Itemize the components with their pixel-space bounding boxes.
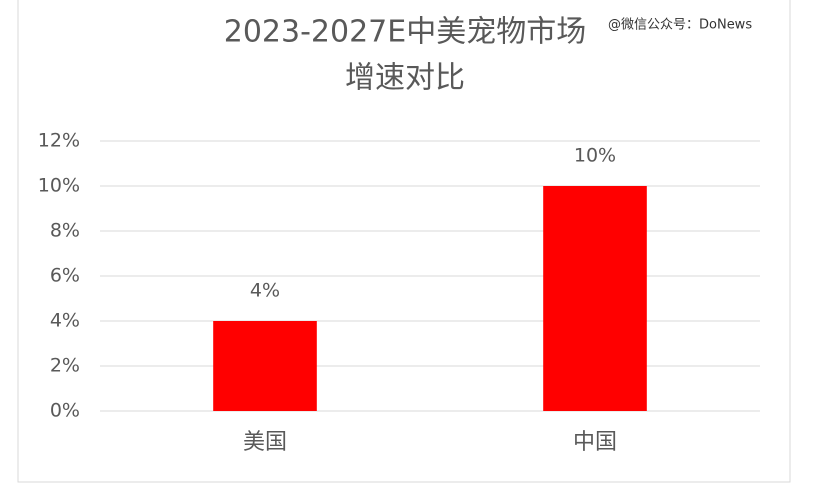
bar	[213, 321, 317, 411]
y-tick-label: 6%	[50, 265, 80, 287]
x-tick-label: 中国	[573, 430, 617, 455]
y-tick-label: 10%	[38, 175, 80, 197]
watermark: @微信公众号：DoNews	[608, 18, 752, 33]
value-label: 4%	[250, 280, 280, 302]
value-label: 10%	[574, 145, 616, 167]
bar	[543, 186, 647, 411]
chart-title: 2023-2027E中美宠物市场	[224, 15, 586, 50]
chart-title: 增速对比	[345, 61, 465, 96]
y-tick-label: 4%	[50, 310, 80, 332]
y-tick-label: 0%	[50, 400, 80, 422]
y-tick-label: 8%	[50, 220, 80, 242]
y-tick-label: 2%	[50, 355, 80, 377]
y-tick-label: 12%	[38, 130, 80, 152]
chart-frame	[17, 0, 791, 483]
x-tick-label: 美国	[243, 430, 287, 455]
